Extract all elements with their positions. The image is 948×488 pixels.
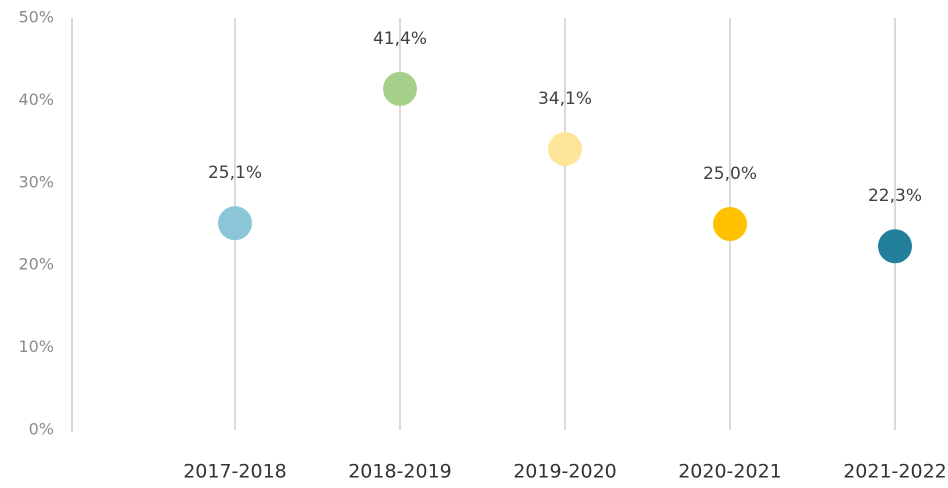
x-tick-label: 2019-2020: [513, 461, 617, 483]
dot: [878, 229, 912, 264]
dot: [218, 206, 252, 241]
x-tick-label: 2017-2018: [183, 461, 287, 483]
y-tick-label: 50%: [18, 8, 54, 27]
value-label: 34,1%: [538, 89, 592, 109]
x-tick-label: 2021-2022: [843, 461, 947, 483]
x-tick-label: 2020-2021: [678, 461, 782, 483]
dot: [548, 132, 582, 167]
value-label: 22,3%: [868, 186, 922, 206]
dot: [713, 207, 747, 241]
value-label: 25,0%: [703, 164, 757, 184]
y-tick-label: 30%: [18, 172, 54, 191]
x-tick-label: 2018-2019: [348, 461, 452, 483]
y-tick-label: 10%: [18, 337, 54, 356]
y-tick-label: 40%: [18, 90, 54, 109]
y-tick-label: 0%: [29, 420, 54, 439]
value-label: 41,4%: [373, 29, 427, 49]
value-label: 25,1%: [208, 163, 262, 183]
dot: [383, 71, 417, 106]
y-tick-label: 20%: [18, 255, 54, 274]
